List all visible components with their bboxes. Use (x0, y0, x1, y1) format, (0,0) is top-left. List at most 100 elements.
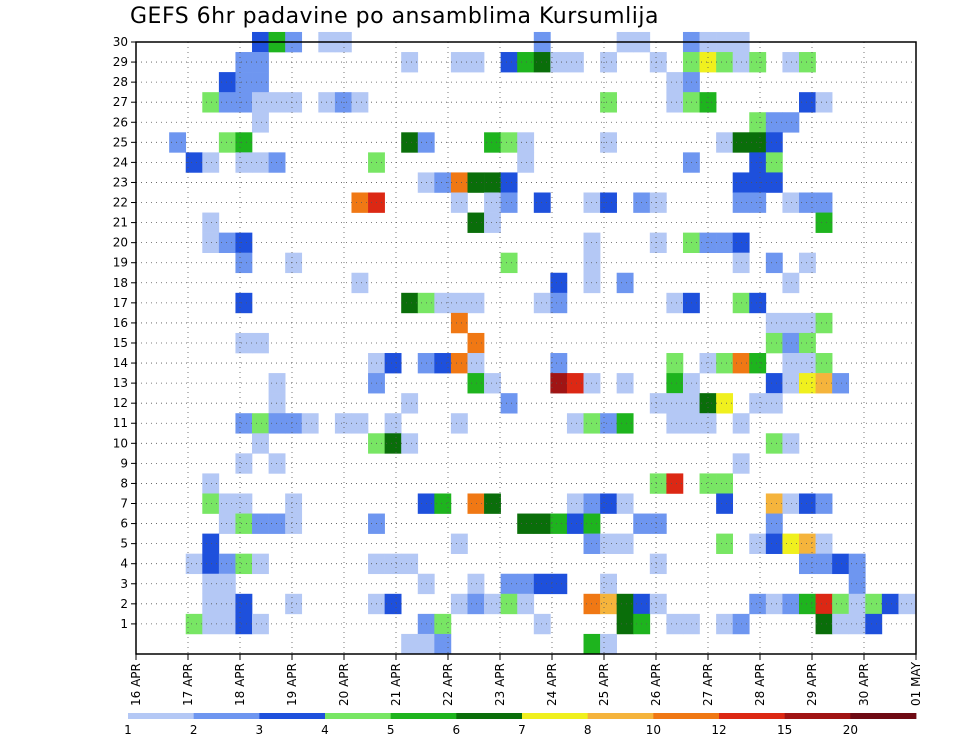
heatmap-cell (401, 292, 419, 314)
heatmap-cell (235, 413, 253, 434)
legend-swatch (325, 713, 392, 719)
heatmap-cell (450, 533, 468, 554)
heatmap-cell (765, 433, 783, 454)
heatmap-cell (285, 493, 303, 514)
legend-label: 1 (124, 723, 132, 737)
heatmap-cell (467, 353, 485, 374)
heatmap-cell (616, 493, 634, 514)
heatmap-cell (252, 52, 269, 73)
heatmap-cell (765, 332, 783, 354)
heatmap-cell (467, 292, 485, 314)
y-tick-label: 3 (120, 577, 128, 591)
heatmap-cell (616, 593, 634, 615)
heatmap-cell (334, 413, 352, 434)
heatmap-cell (235, 92, 253, 113)
heatmap-cell (235, 72, 253, 93)
y-tick-label: 7 (120, 497, 128, 511)
heatmap-cell (202, 92, 220, 113)
y-tick-label: 27 (113, 95, 128, 109)
heatmap-cell (285, 413, 303, 434)
heatmap-cell (749, 292, 767, 314)
heatmap-cell (716, 533, 734, 554)
heatmap-cell (235, 332, 253, 354)
heatmap-cell (765, 513, 783, 534)
heatmap-cell (566, 373, 584, 394)
heatmap-cell (749, 112, 767, 133)
heatmap-cell (169, 132, 187, 153)
legend-swatch (259, 713, 326, 719)
heatmap-cell (252, 332, 269, 354)
legend-label: 8 (584, 723, 592, 737)
heatmap-cell (815, 312, 833, 334)
heatmap-cell (434, 292, 452, 314)
heatmap-cell (716, 353, 734, 374)
heatmap-cell (716, 613, 734, 635)
heatmap-cell (782, 493, 800, 514)
heatmap-cell (666, 292, 684, 314)
heatmap-cell (500, 52, 518, 73)
heatmap-cell (450, 413, 468, 434)
heatmap-cell (517, 52, 535, 73)
heatmap-cell (848, 593, 866, 615)
heatmap-cell (384, 433, 402, 454)
legend-swatch (784, 713, 851, 719)
heatmap-cell (749, 353, 767, 374)
heatmap-cell (450, 292, 468, 314)
heatmap-cell (600, 132, 617, 153)
x-tick-label: 28 APR (753, 663, 767, 706)
heatmap-cell (434, 172, 452, 193)
heatmap-cell (749, 172, 767, 193)
heatmap-cell (649, 393, 667, 414)
heatmap-cell (533, 613, 551, 635)
heatmap-cell (351, 92, 369, 113)
heatmap-cell (832, 613, 850, 635)
heatmap-cell (218, 513, 236, 534)
heatmap-cell (782, 112, 800, 133)
heatmap-cell (765, 493, 783, 514)
chart-title: GEFS 6hr padavine po ansamblima Kursumli… (130, 4, 659, 29)
heatmap-cell (848, 553, 866, 575)
heatmap-cell (749, 192, 767, 213)
heatmap-cell (434, 353, 452, 374)
heatmap-cell (716, 52, 734, 73)
heatmap-cell (467, 172, 485, 193)
heatmap-cell (765, 132, 783, 153)
y-tick-label: 24 (113, 155, 128, 169)
heatmap-cell (649, 192, 667, 213)
heatmap-cell (749, 393, 767, 414)
heatmap-cell (517, 573, 535, 595)
heatmap-cell (484, 172, 501, 193)
heatmap-cell (749, 132, 767, 153)
heatmap-cell (384, 413, 402, 434)
y-tick-label: 22 (113, 196, 128, 210)
heatmap-cell (716, 393, 734, 414)
y-tick-label: 4 (120, 557, 128, 571)
legend-label: 7 (518, 723, 526, 737)
heatmap-cell (600, 413, 617, 434)
heatmap-cell (202, 493, 220, 514)
heatmap-cell (218, 593, 236, 615)
heatmap-cell (600, 573, 617, 595)
heatmap-cell (252, 433, 269, 454)
heatmap-cell (202, 613, 220, 635)
y-tick-label: 23 (113, 175, 128, 189)
heatmap-cell (450, 353, 468, 374)
heatmap-cell (749, 533, 767, 554)
heatmap-cell (749, 593, 767, 615)
heatmap-cell (865, 593, 883, 615)
heatmap-cell (550, 513, 568, 534)
heatmap-cell (218, 132, 236, 153)
heatmap-cell (218, 72, 236, 93)
heatmap-cell (765, 373, 783, 394)
heatmap-cell (799, 553, 816, 575)
y-tick-label: 13 (113, 376, 128, 390)
heatmap-cell (467, 593, 485, 615)
heatmap-cell (450, 593, 468, 615)
heatmap-cell (235, 553, 253, 575)
heatmap-cell (699, 473, 717, 494)
heatmap-cell (484, 493, 501, 514)
heatmap-cell (815, 593, 833, 615)
heatmap-cell (252, 553, 269, 575)
heatmap-cell (666, 373, 684, 394)
heatmap-cell (517, 152, 535, 173)
